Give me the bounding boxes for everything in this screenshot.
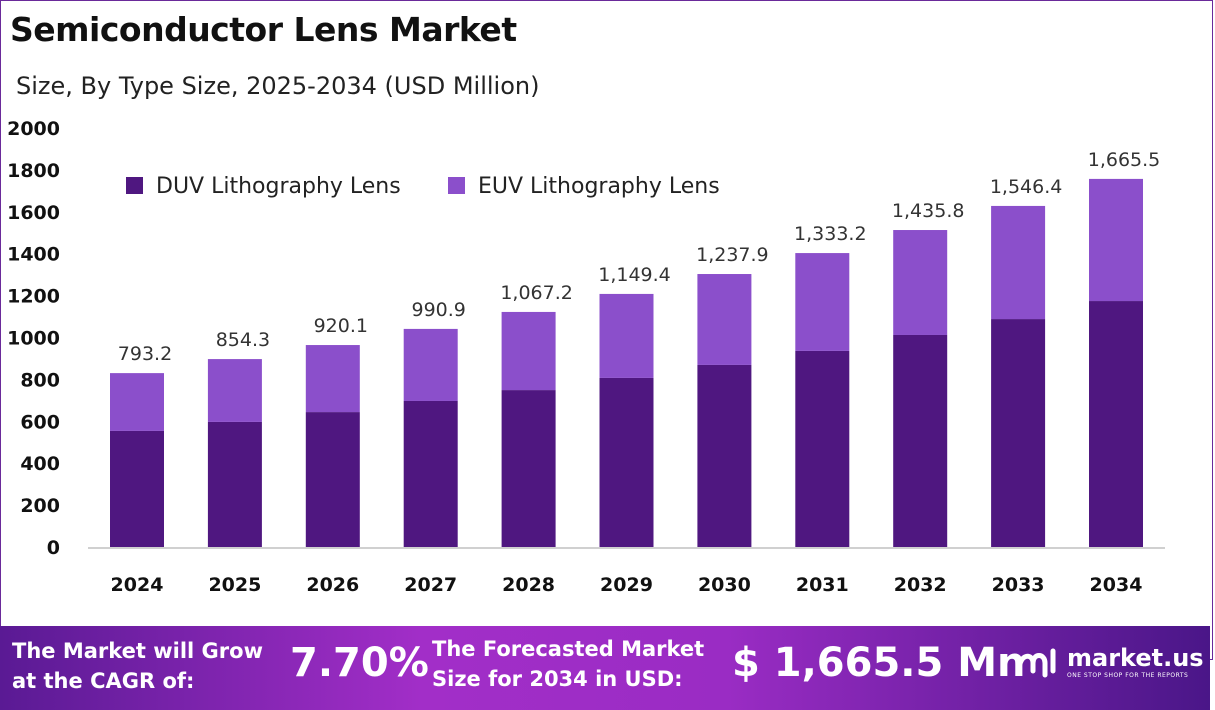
x-tick-label: 2029 [600, 574, 653, 596]
x-tick-label: 2027 [404, 574, 457, 596]
forecast-value: $ 1,665.5 Mn [732, 640, 1026, 686]
data-label: 1,149.4 [598, 264, 671, 286]
bar-euv-2032 [893, 230, 948, 335]
bar-euv-2029 [599, 293, 654, 378]
y-tick-label: 800 [20, 369, 60, 391]
bar-euv-2033 [991, 205, 1046, 320]
data-label: 1,237.9 [696, 244, 769, 266]
cagr-label-line2: at the CAGR of: [12, 669, 195, 693]
data-label: 1,665.5 [1088, 149, 1161, 171]
data-label: 1,333.2 [794, 223, 867, 245]
y-tick-label: 400 [20, 453, 60, 475]
x-tick-label: 2025 [208, 574, 261, 596]
y-tick-label: 1200 [7, 286, 60, 308]
x-tick-label: 2032 [894, 574, 947, 596]
forecast-label-line1: The Forecasted Market [432, 637, 705, 661]
bar-duv-2024 [110, 430, 164, 547]
cagr-value: 7.70% [290, 640, 429, 686]
y-tick-label: 0 [47, 537, 60, 559]
forecast-label-line2: Size for 2034 in USD: [432, 667, 683, 691]
bar-euv-2034 [1089, 178, 1143, 302]
y-tick-label: 1000 [7, 328, 60, 350]
bar-duv-2029 [599, 377, 654, 547]
stacked-bar-chart: 0 200 400 600 800 1000 1200 1400 1600 1800 2000 793… [7, 118, 1165, 596]
bar-euv-2031 [795, 253, 850, 351]
chart-title: Semiconductor Lens Market [10, 10, 517, 49]
data-label: 920.1 [314, 315, 368, 337]
y-tick-label: 1600 [7, 202, 60, 224]
y-tick-label: 2000 [7, 118, 60, 140]
legend-label: EUV Lithography Lens [478, 174, 720, 199]
x-tick-label: 2024 [111, 574, 164, 596]
summary-banner: The Market will Grow at the CAGR of: 7.7… [0, 626, 1210, 710]
x-tick-label: 2030 [698, 574, 751, 596]
data-label: 1,435.8 [892, 200, 965, 222]
y-tick-label: 600 [20, 411, 60, 433]
bar-euv-2026 [305, 345, 360, 413]
y-tick-label: 200 [20, 495, 60, 517]
bar-duv-2033 [991, 319, 1046, 547]
bar-duv-2034 [1089, 301, 1143, 547]
data-label: 793.2 [118, 343, 172, 365]
forecast-label: The Forecasted Market Size for 2034 in U… [432, 634, 704, 694]
market-us-logo: market.us ONE STOP SHOP FOR THE REPORTS [1015, 644, 1204, 679]
logo-icon [1016, 648, 1056, 677]
bar-duv-2030 [697, 364, 752, 547]
legend-swatch-0 [126, 177, 143, 194]
x-tick-label: 2026 [306, 574, 359, 596]
legend-label: DUV Lithography Lens [156, 174, 401, 199]
bar-euv-2024 [110, 373, 164, 431]
data-label: 854.3 [216, 329, 270, 351]
data-label: 1,067.2 [500, 282, 573, 304]
legend-swatch-1 [448, 177, 465, 194]
data-label: 990.9 [411, 299, 465, 321]
x-tick-label: 2031 [796, 574, 849, 596]
x-tick-label: 2033 [992, 574, 1045, 596]
data-label: 1,546.4 [990, 176, 1063, 198]
bar-euv-2027 [403, 328, 458, 401]
bar-duv-2028 [501, 390, 556, 547]
cagr-label-line1: The Market will Grow [12, 639, 263, 663]
cagr-label: The Market will Grow at the CAGR of: [12, 636, 263, 696]
bar-euv-2030 [697, 274, 752, 365]
bar-duv-2031 [795, 350, 850, 547]
bar-duv-2025 [207, 421, 262, 547]
x-tick-label: 2028 [502, 574, 555, 596]
y-tick-label: 1400 [7, 244, 60, 266]
logo-tagline: ONE STOP SHOP FOR THE REPORTS [1067, 672, 1189, 679]
bar-euv-2025 [207, 359, 262, 422]
bar-duv-2026 [305, 412, 360, 547]
logo-name: market.us [1067, 644, 1204, 672]
x-tick-label: 2034 [1090, 574, 1143, 596]
bar-duv-2027 [403, 400, 458, 547]
bar-duv-2032 [893, 334, 948, 547]
bar-euv-2028 [501, 311, 556, 391]
chart-subtitle: Size, By Type Size, 2025-2034 (USD Milli… [16, 72, 540, 100]
y-tick-label: 1800 [7, 160, 60, 182]
